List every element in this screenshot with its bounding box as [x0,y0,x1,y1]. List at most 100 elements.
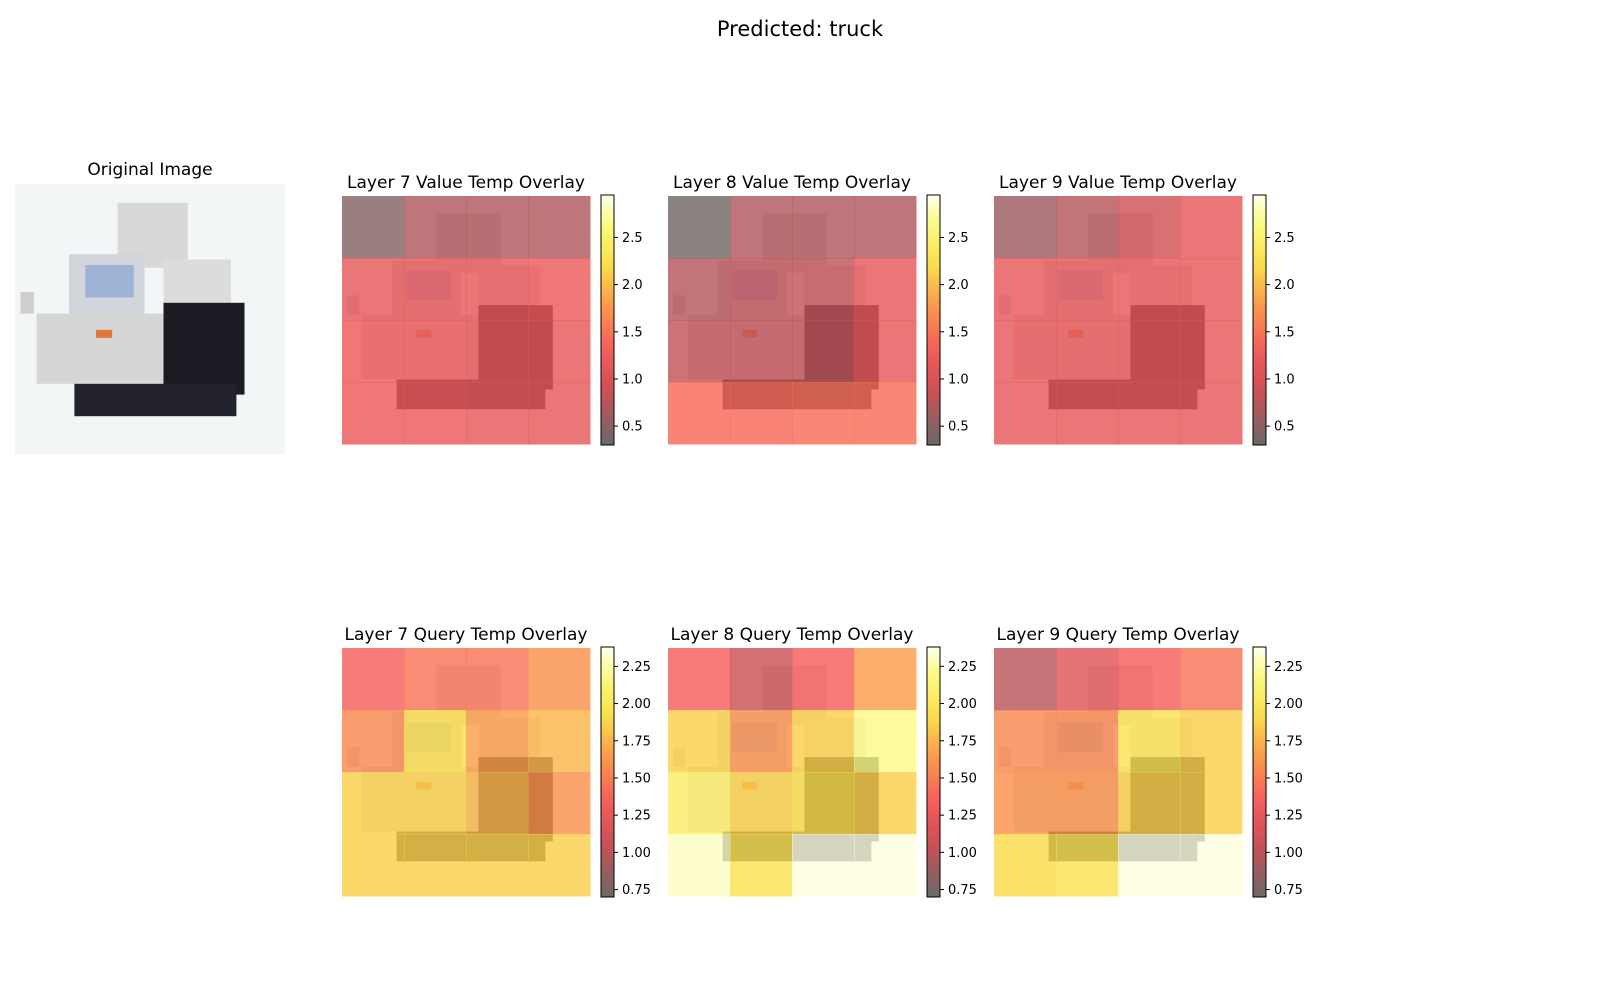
layer8-query-cell [730,772,793,835]
layer8-value-cell [792,320,855,383]
layer7-query-cell [528,772,591,835]
layer9-value-cell [994,196,1057,259]
layer7-query-cell [528,710,591,773]
layer8-value-colorbar-tick-label: 2.5 [948,231,969,246]
layer9-value-cell [1118,320,1181,383]
layer8-query-colorbar-tick-label: 1.00 [948,846,977,861]
layer7-query-cell [528,834,591,897]
layer9-query-colorbar-tick-label: 2.25 [1274,660,1303,675]
layer7-value-cell [342,196,405,259]
layer7-query-cell [404,648,467,711]
layer7-value-panel: Layer 7 Value Temp Overlay 0.5 1.0 1.5 2.0 2.… [342,173,643,446]
layer9-query-cell [1180,710,1243,773]
layer7-value-colorbar-tick-label: 2.0 [622,278,643,293]
layer8-query-colorbar-tick-label: 1.25 [948,809,977,824]
layer8-value-cell [730,196,793,259]
layer8-query-cell [854,648,917,711]
layer9-value-cell [1118,382,1181,445]
layer7-value-cell [466,196,529,259]
layer9-value-colorbar-tick-label: 2.5 [1274,231,1295,246]
original-image [15,184,285,454]
layer8-query-cell [792,772,855,835]
layer7-value-colorbar-tick-label: 1.0 [622,372,643,387]
layer8-value-colorbar-tick-label: 1.0 [948,372,969,387]
layer9-value-title: Layer 9 Value Temp Overlay [999,173,1237,193]
layer8-value-cell [668,320,731,383]
layer9-query-cell [1180,772,1243,835]
original-image-title: Original Image [87,160,212,180]
layer9-value-colorbar-tick-label: 0.5 [1274,420,1295,435]
layer9-query-cell [994,710,1057,773]
layer9-query-cell [1118,648,1181,711]
layer7-query-colorbar-tick-label: 1.00 [622,846,651,861]
layer7-query-cell [404,772,467,835]
layer8-query-cell [730,710,793,773]
layer7-query-colorbar-tick-label: 0.75 [622,883,651,898]
layer7-value-cell [404,196,467,259]
layer9-query-colorbar-tick-label: 1.75 [1274,734,1303,749]
layer8-query-colorbar-tick-label: 0.75 [948,883,977,898]
layer7-value-cell [342,382,405,445]
original-image-panel: Original Image [15,160,285,454]
layer9-query-colorbar-tick-label: 1.25 [1274,809,1303,824]
layer8-value-colorbar-tick-label: 1.5 [948,325,969,340]
layer8-value-cell [792,196,855,259]
original-body [36,313,172,384]
layer8-value-panel: Layer 8 Value Temp Overlay 0.5 1.0 1.5 2.0 2.… [668,173,969,446]
layer8-value-cell [792,258,855,321]
layer9-query-colorbar-tick-label: 0.75 [1274,883,1303,898]
layer9-value-cell [1180,258,1243,321]
layer8-query-title: Layer 8 Query Temp Overlay [671,625,914,645]
layer9-query-cell [1056,710,1119,773]
layer7-value-cell [528,196,591,259]
layer9-value-cell [1056,320,1119,383]
layer7-value-cell [404,258,467,321]
layer8-query-cell [730,648,793,711]
layer8-query-cell [668,648,731,711]
layer9-value-cell [1118,258,1181,321]
layer8-query-cell [792,648,855,711]
layer9-query-cell [1118,772,1181,835]
layer9-value-cell [1056,196,1119,259]
layer7-query-colorbar-tick-label: 2.00 [622,697,651,712]
layer9-query-cell [1180,648,1243,711]
layer7-query-cell [466,834,529,897]
layer8-value-cell [854,196,917,259]
layer7-query-title: Layer 7 Query Temp Overlay [345,625,588,645]
layer8-query-cell [854,834,917,897]
layer8-query-cell [792,834,855,897]
layer9-value-cell [994,320,1057,383]
layer9-query-colorbar-tick-label: 1.50 [1274,771,1303,786]
layer9-query-cell [994,648,1057,711]
layer7-value-colorbar [600,194,615,446]
layer7-query-cell [466,772,529,835]
layer9-query-cell [1118,834,1181,897]
layer7-value-cell [528,258,591,321]
layer9-value-colorbar-tick-label: 1.0 [1274,372,1295,387]
layer8-value-cell [730,320,793,383]
layer9-value-cell [1118,196,1181,259]
layer8-value-cell [792,382,855,445]
layer7-query-colorbar-tick-label: 1.75 [622,734,651,749]
layer8-value-colorbar [926,194,941,446]
original-wheels [74,383,237,417]
layer9-query-cell [1118,710,1181,773]
layer7-value-colorbar-tick-label: 0.5 [622,420,643,435]
layer8-query-colorbar-tick-label: 1.50 [948,771,977,786]
layer7-value-cell [528,320,591,383]
layer8-query-cell [854,772,917,835]
layer7-query-cell [528,648,591,711]
layer9-value-cell [1180,320,1243,383]
figure-suptitle: Predicted: truck [717,17,884,41]
layer9-query-colorbar [1252,646,1267,898]
layer7-value-title: Layer 7 Value Temp Overlay [347,173,585,193]
layer9-query-cell [1180,834,1243,897]
layer9-value-cell [1056,382,1119,445]
layer9-query-colorbar-tick-label: 1.00 [1274,846,1303,861]
layer8-value-cell [730,258,793,321]
layer9-value-cell [994,258,1057,321]
original-headlight [96,329,113,338]
layer7-value-cell [466,320,529,383]
layer7-query-cell [404,834,467,897]
